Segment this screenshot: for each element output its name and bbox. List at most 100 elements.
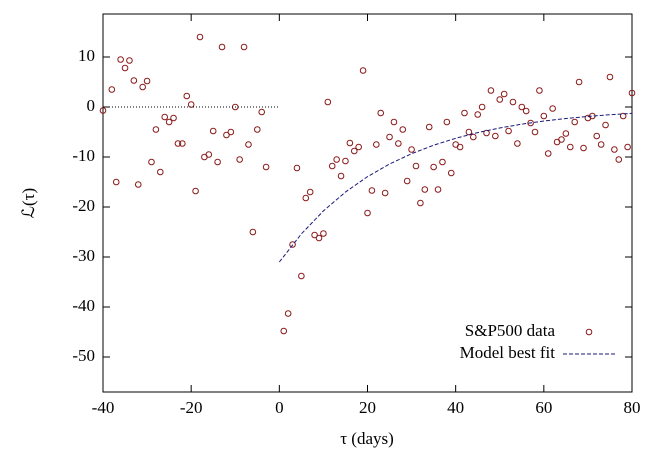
data-point <box>562 130 570 137</box>
data-point <box>470 133 477 141</box>
data-point <box>421 186 429 193</box>
data-point <box>430 163 437 171</box>
data-point <box>381 189 389 197</box>
data-point <box>328 162 336 170</box>
data-point <box>161 113 169 121</box>
y-axis-label: ℒ(τ) <box>19 188 38 218</box>
x-tick-label: 0 <box>275 398 284 417</box>
data-point <box>346 139 354 147</box>
data-point <box>395 140 402 147</box>
data-point <box>597 141 605 148</box>
data-point <box>439 158 446 166</box>
data-point <box>558 136 565 143</box>
data-point <box>148 158 155 166</box>
data-point <box>192 187 199 195</box>
data-point <box>549 105 556 112</box>
data-point <box>544 150 552 157</box>
data-point <box>302 194 310 202</box>
data-point <box>253 126 261 133</box>
y-tick-label: -10 <box>72 146 95 165</box>
data-point <box>130 77 138 84</box>
data-point <box>165 118 173 126</box>
data-point <box>311 231 318 239</box>
data-point <box>298 272 305 280</box>
data-point <box>350 147 358 155</box>
data-point <box>492 132 499 140</box>
y-tick-label: -20 <box>72 196 95 215</box>
y-tick-label: 10 <box>78 46 95 65</box>
data-point <box>373 141 380 148</box>
data-point <box>214 158 221 166</box>
data-point <box>364 209 371 217</box>
data-point <box>112 178 120 186</box>
data-point <box>108 86 116 93</box>
data-point <box>518 103 526 111</box>
data-point <box>602 121 609 129</box>
data-point <box>456 143 464 151</box>
data-point <box>443 118 451 126</box>
data-point <box>377 109 385 117</box>
data-point <box>157 168 164 176</box>
x-tick-label: -20 <box>180 398 203 417</box>
data-point <box>355 143 362 151</box>
data-point <box>461 109 468 117</box>
data-point <box>527 119 534 127</box>
data-point <box>386 133 393 141</box>
data-point <box>628 89 636 97</box>
data-point <box>183 92 191 100</box>
data-point <box>536 87 543 94</box>
data-point <box>580 144 587 152</box>
data-point <box>465 128 473 136</box>
x-tick-label: -40 <box>92 398 115 417</box>
data-point <box>593 132 601 140</box>
data-point <box>236 156 243 163</box>
data-point <box>174 140 182 147</box>
data-point <box>483 129 490 137</box>
data-point <box>619 112 627 120</box>
data-point <box>434 186 442 193</box>
x-tick-label: 20 <box>359 398 376 417</box>
data-point <box>284 310 292 317</box>
legend-label: Model best fit <box>460 343 556 362</box>
data-point <box>240 43 248 51</box>
data-point <box>152 126 160 133</box>
data-point <box>99 107 107 114</box>
data-point <box>315 234 323 242</box>
data-point <box>121 64 129 72</box>
data-point <box>306 188 314 196</box>
data-point <box>209 127 217 135</box>
x-axis-label: τ (days) <box>340 429 394 448</box>
data-point <box>487 87 495 94</box>
data-point <box>196 33 204 41</box>
data-point <box>611 146 618 153</box>
legend-label: S&P500 data <box>465 321 556 340</box>
x-tick-label: 80 <box>624 398 641 417</box>
data-point <box>139 83 146 91</box>
data-point <box>218 43 226 51</box>
x-tick-label: 60 <box>535 398 552 417</box>
data-point <box>143 77 151 85</box>
data-point <box>606 73 614 81</box>
data-point <box>575 78 583 86</box>
data-point <box>249 228 257 236</box>
data-point <box>412 162 420 170</box>
data-point <box>540 112 548 120</box>
data-point <box>368 187 376 194</box>
data-point <box>320 230 327 237</box>
data-point <box>390 118 398 126</box>
data-point <box>474 111 482 118</box>
data-point <box>117 56 124 63</box>
data-point <box>571 118 578 126</box>
data-point <box>425 123 433 131</box>
data-point <box>408 146 415 153</box>
data-point <box>447 169 455 177</box>
data-point <box>205 151 213 158</box>
data-point <box>615 156 623 163</box>
data-point <box>342 157 349 165</box>
data-point <box>478 103 486 111</box>
series-line <box>278 112 633 263</box>
data-point <box>262 163 270 171</box>
data-point <box>280 327 288 335</box>
data-point <box>399 126 407 133</box>
